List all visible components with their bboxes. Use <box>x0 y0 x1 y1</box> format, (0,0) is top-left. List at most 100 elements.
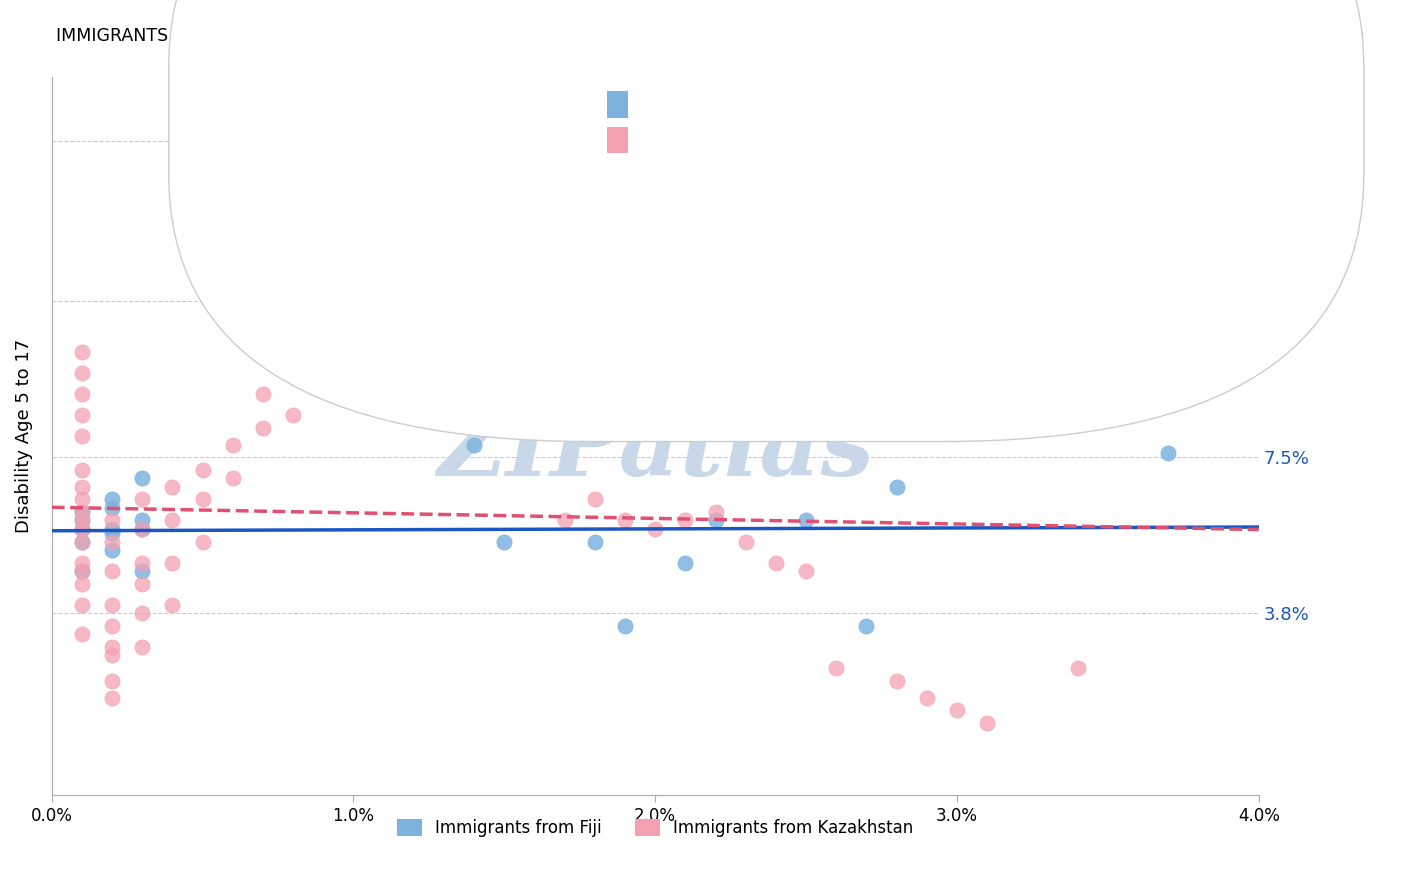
Text: IMMIGRANTS FROM FIJI VS IMMIGRANTS FROM KAZAKHSTAN DISABILITY AGE 5 TO 17 CORREL: IMMIGRANTS FROM FIJI VS IMMIGRANTS FROM … <box>56 27 991 45</box>
Point <box>131 522 153 536</box>
Point <box>915 690 938 705</box>
Point <box>131 513 153 527</box>
Point <box>222 437 245 451</box>
Point <box>70 480 93 494</box>
Point <box>162 480 184 494</box>
Point <box>794 564 817 578</box>
Point <box>1157 446 1180 460</box>
Point <box>70 505 93 519</box>
Point <box>644 522 666 536</box>
Point <box>1066 661 1088 675</box>
Text: R =: R = <box>633 94 672 112</box>
Point <box>583 534 606 549</box>
Point <box>704 505 727 519</box>
Point <box>162 598 184 612</box>
Point <box>1187 154 1209 169</box>
Point <box>673 556 696 570</box>
Point <box>162 556 184 570</box>
Point <box>886 480 908 494</box>
Point <box>70 522 93 536</box>
Point <box>101 640 124 654</box>
Point <box>70 556 93 570</box>
Point <box>101 513 124 527</box>
Point <box>825 661 848 675</box>
Legend: Immigrants from Fiji, Immigrants from Kazakhstan: Immigrants from Fiji, Immigrants from Ka… <box>389 813 921 844</box>
Y-axis label: Disability Age 5 to 17: Disability Age 5 to 17 <box>15 339 32 533</box>
Point <box>131 522 153 536</box>
Point <box>794 513 817 527</box>
Text: 0.154: 0.154 <box>682 94 738 112</box>
Point <box>70 576 93 591</box>
Point <box>70 505 93 519</box>
Point <box>131 576 153 591</box>
Point <box>131 492 153 507</box>
Point <box>131 607 153 621</box>
Point <box>554 513 576 527</box>
Point <box>70 387 93 401</box>
Point <box>70 492 93 507</box>
Point <box>855 619 877 633</box>
Point <box>70 522 93 536</box>
Point <box>70 598 93 612</box>
Point <box>342 324 364 338</box>
Point <box>101 598 124 612</box>
Point <box>433 408 456 422</box>
Point <box>402 310 425 325</box>
Text: ZIPatlas: ZIPatlas <box>437 406 873 495</box>
Point <box>101 500 124 515</box>
Point <box>70 513 93 527</box>
Point <box>312 344 335 359</box>
Point <box>101 534 124 549</box>
Point <box>131 640 153 654</box>
Point <box>70 564 93 578</box>
Point <box>281 366 304 380</box>
Point <box>252 387 274 401</box>
Text: 71: 71 <box>794 129 820 147</box>
Point <box>101 564 124 578</box>
Point <box>162 513 184 527</box>
Point <box>70 627 93 641</box>
Point <box>704 513 727 527</box>
Point <box>342 366 364 380</box>
Point <box>976 716 998 731</box>
Text: N =: N = <box>745 94 785 112</box>
Point <box>131 564 153 578</box>
Point <box>101 648 124 663</box>
Point <box>494 534 516 549</box>
Point <box>463 387 485 401</box>
Point <box>191 463 214 477</box>
Point <box>463 437 485 451</box>
Point <box>131 471 153 485</box>
Point <box>886 673 908 688</box>
Point <box>101 690 124 705</box>
Point <box>373 302 395 317</box>
Text: 0.055: 0.055 <box>682 129 738 147</box>
Point <box>101 522 124 536</box>
Point <box>191 492 214 507</box>
Point <box>70 564 93 578</box>
Point <box>494 366 516 380</box>
Point <box>70 463 93 477</box>
Text: N =: N = <box>745 129 785 147</box>
Point <box>281 408 304 422</box>
Point <box>70 408 93 422</box>
Point <box>101 673 124 688</box>
Point <box>70 513 93 527</box>
Point <box>70 534 93 549</box>
Point <box>523 353 546 368</box>
Point <box>946 703 969 717</box>
Point <box>101 543 124 558</box>
Point <box>191 534 214 549</box>
Point <box>765 556 787 570</box>
Point <box>101 526 124 541</box>
Point <box>673 513 696 527</box>
Text: 24: 24 <box>794 94 820 112</box>
Point <box>614 513 637 527</box>
Point <box>70 429 93 443</box>
Point <box>312 378 335 392</box>
Point <box>131 556 153 570</box>
Point <box>70 366 93 380</box>
Point <box>614 619 637 633</box>
Text: R =: R = <box>633 129 672 147</box>
Point <box>70 344 93 359</box>
